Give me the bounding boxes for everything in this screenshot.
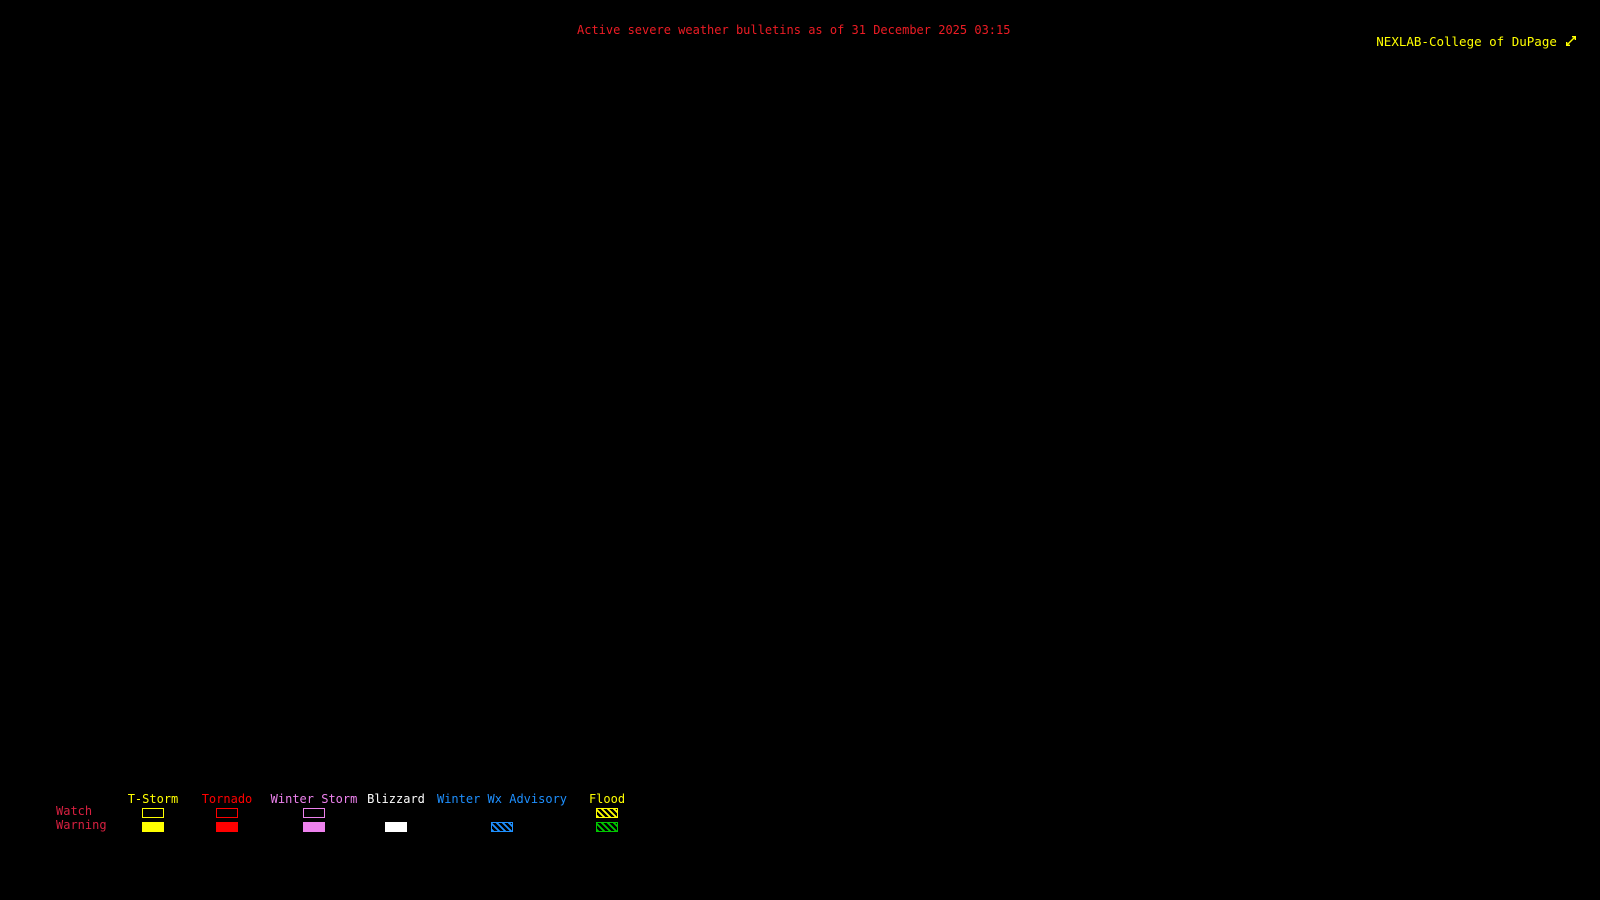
legend-warning-box-fill [142, 822, 164, 832]
legend-column-label: Winter Wx Advisory [436, 792, 568, 806]
legend-watch-box-outline [216, 808, 238, 818]
legend-column-label: T-Storm [127, 792, 179, 806]
brand-label: NEXLAB-College of DuPage [1376, 33, 1557, 49]
legend-warning-box-fill [303, 822, 325, 832]
legend-watch-box-outline [142, 808, 164, 818]
page-title: Active severe weather bulletins as of 31… [577, 23, 1011, 37]
legend-warning-box-hatch [596, 822, 618, 832]
legend-column-label: Winter Storm [270, 792, 358, 806]
legend-warning-box-fill [385, 822, 407, 832]
expand-diagonal-icon[interactable] [1564, 4, 1594, 78]
legend-row-warning-label: Warning [56, 818, 107, 832]
legend-row-watch-label: Watch [56, 804, 93, 818]
legend-watch-box-hatch [596, 808, 618, 818]
brand: NEXLAB-College of DuPage [1376, 4, 1594, 78]
legend-column-label: Blizzard [367, 792, 425, 806]
legend-warning-box-hatch [491, 822, 513, 832]
legend-column-label: Flood [588, 792, 626, 806]
legend-column-label: Tornado [201, 792, 253, 806]
legend-warning-box-fill [216, 822, 238, 832]
legend-watch-box-outline [303, 808, 325, 818]
